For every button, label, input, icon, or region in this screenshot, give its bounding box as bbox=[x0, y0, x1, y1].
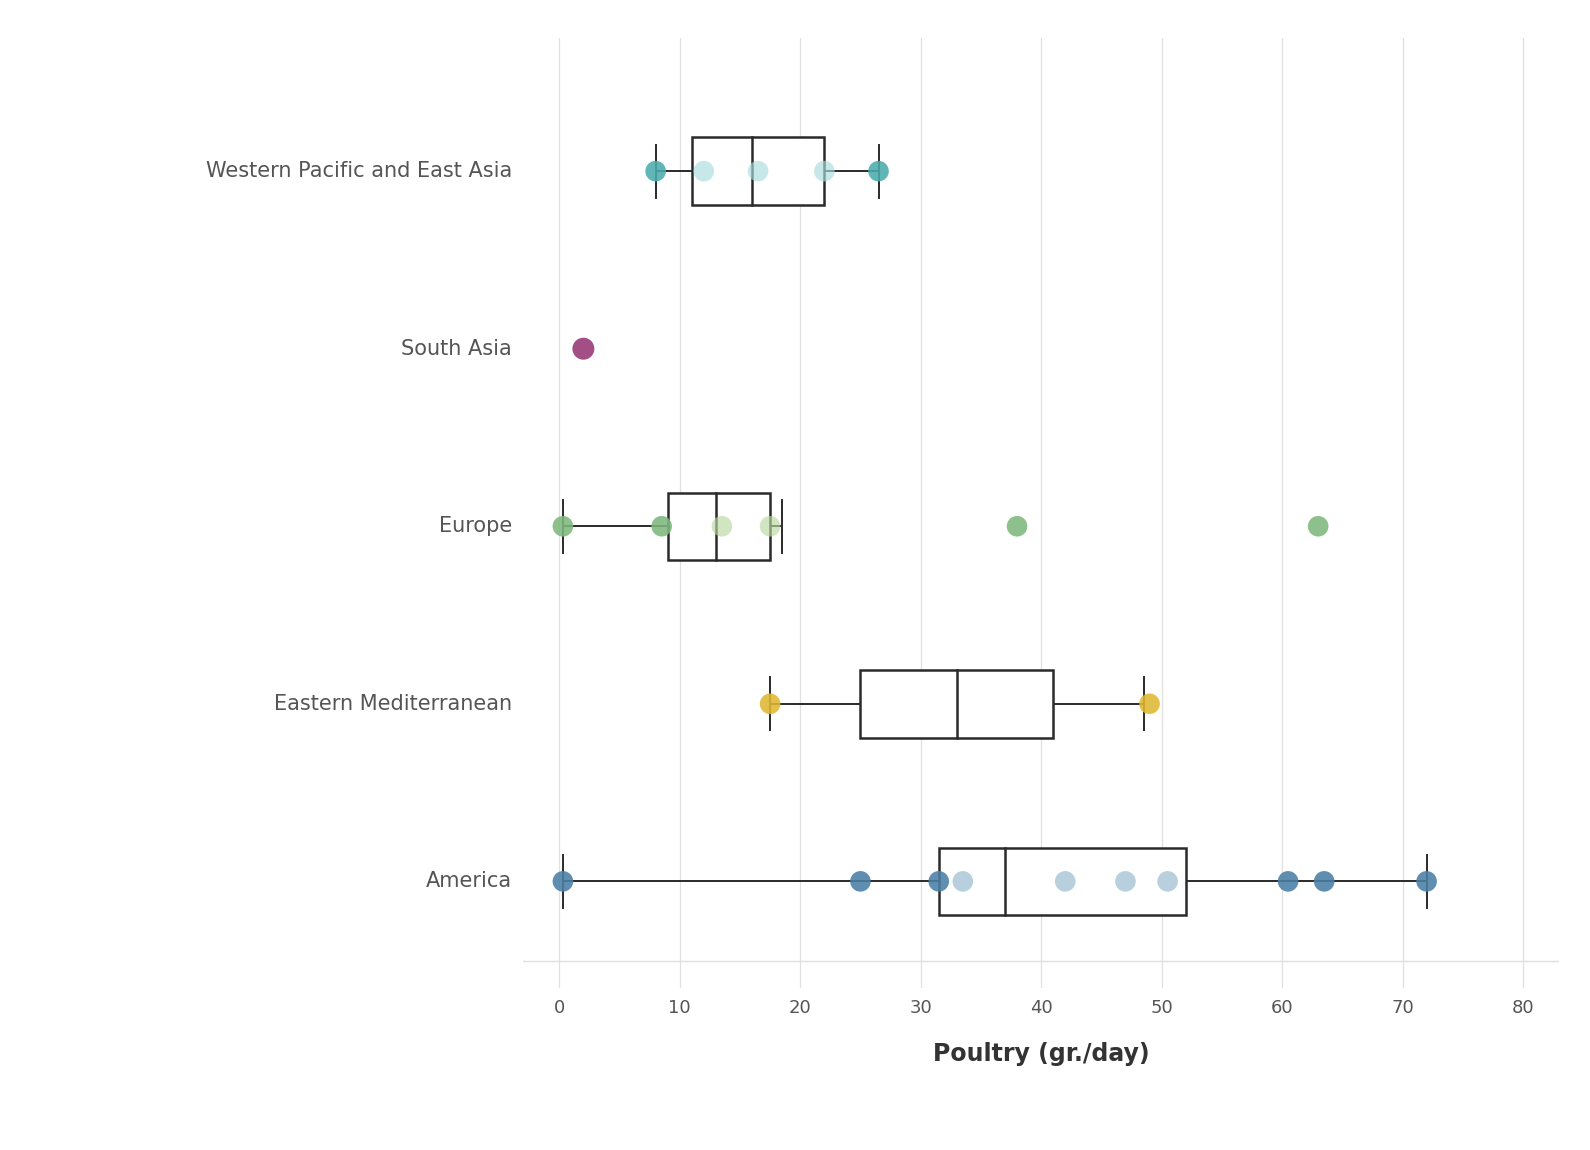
Point bbox=[642, 162, 668, 181]
Point bbox=[1113, 872, 1138, 890]
Point bbox=[746, 162, 771, 181]
Bar bbox=[938, 848, 1186, 915]
Point bbox=[811, 162, 836, 181]
Point bbox=[757, 518, 782, 536]
Point bbox=[1305, 518, 1331, 536]
X-axis label: Poultry (gr./day): Poultry (gr./day) bbox=[933, 1042, 1150, 1066]
Bar bbox=[692, 138, 824, 205]
Point bbox=[925, 872, 951, 890]
Point bbox=[1005, 518, 1030, 536]
Point bbox=[847, 872, 873, 890]
Point bbox=[709, 518, 735, 536]
Bar bbox=[860, 670, 1053, 737]
Point bbox=[1275, 872, 1301, 890]
Point bbox=[1154, 872, 1180, 890]
Bar bbox=[668, 492, 770, 560]
Point bbox=[649, 518, 674, 536]
Point bbox=[1053, 872, 1078, 890]
Point bbox=[1414, 872, 1439, 890]
Point bbox=[571, 339, 596, 358]
Point bbox=[867, 162, 892, 181]
Point bbox=[550, 872, 576, 890]
Point bbox=[951, 872, 976, 890]
Point bbox=[1312, 872, 1337, 890]
Point bbox=[550, 518, 576, 536]
Point bbox=[692, 162, 717, 181]
Point bbox=[757, 695, 782, 713]
Point bbox=[1137, 695, 1162, 713]
